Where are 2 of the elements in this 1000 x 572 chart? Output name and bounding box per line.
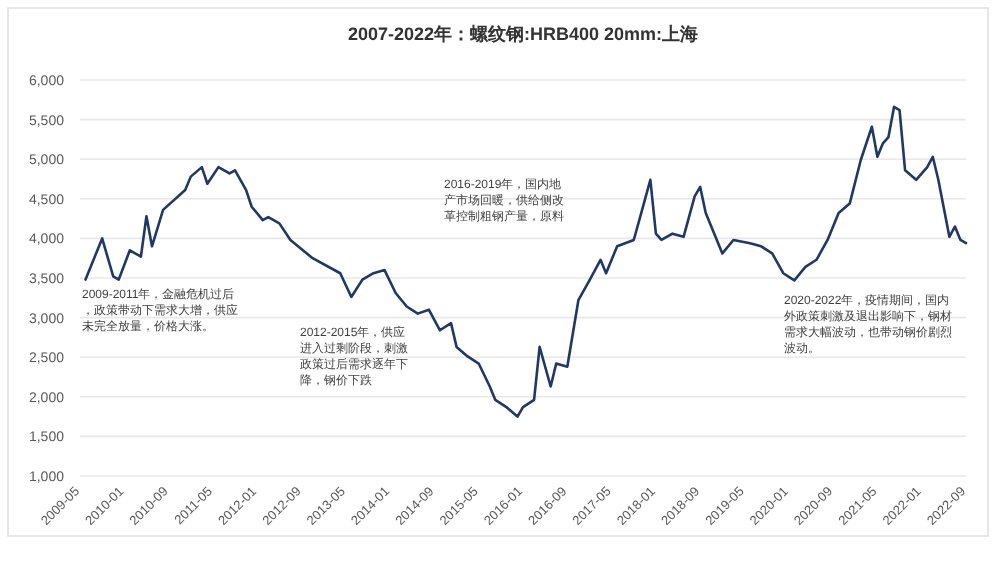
line-series xyxy=(84,105,968,418)
chart-title: 2007-2022年：螺纹钢:HRB400 20mm:上海 xyxy=(347,24,699,44)
